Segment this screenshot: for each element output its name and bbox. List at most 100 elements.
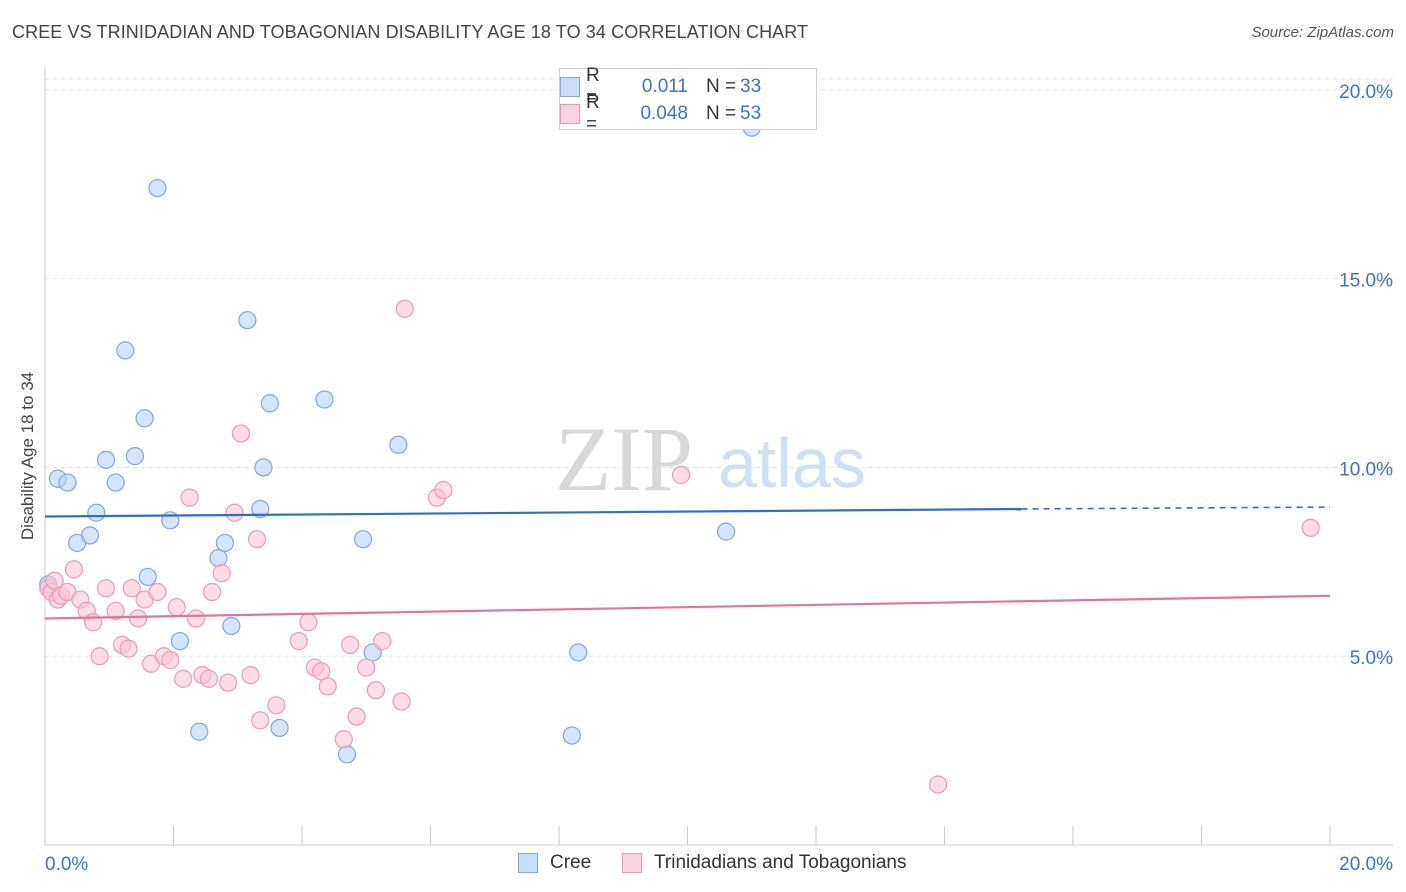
cree-point — [170, 632, 190, 651]
x-tick-label: 0.0% — [45, 854, 88, 875]
bottom-legend-label-cree: Cree — [550, 852, 592, 873]
tt-point — [119, 639, 138, 658]
legend-r-label: R = — [586, 65, 600, 108]
tt-point — [186, 609, 206, 628]
tt-point — [199, 669, 218, 688]
tt-point — [267, 696, 286, 715]
tt-point — [289, 632, 308, 651]
tt-point — [202, 582, 222, 602]
legend-n-value: 53 — [740, 103, 762, 124]
tt-point — [671, 465, 691, 485]
source-label: Source: ZipAtlas.com — [1251, 24, 1394, 41]
tt-point — [174, 669, 193, 688]
bottom-legend-cree: Cree — [518, 852, 591, 874]
tt-point — [212, 564, 231, 583]
tt-point — [180, 488, 199, 507]
watermark-atlas: atlas — [718, 424, 866, 502]
bottom-legend-swatch-cree — [518, 853, 538, 873]
watermark: ZIP atlas — [555, 408, 866, 510]
tt-point — [341, 635, 360, 654]
tt-point — [241, 665, 260, 685]
cree-point — [353, 530, 373, 549]
cree-point — [87, 503, 106, 522]
cree-point — [209, 548, 228, 568]
legend-row-cree: R = 0.011 N = 33 — [560, 65, 762, 108]
legend-r-value: 0.048 — [640, 103, 688, 124]
cree-point — [222, 616, 241, 636]
tt-point — [395, 299, 414, 318]
bottom-legend-swatch-tt — [622, 853, 642, 873]
tt-point — [225, 503, 244, 522]
tt-point — [1301, 518, 1320, 537]
tt-point — [96, 579, 116, 598]
points-layer — [39, 118, 1320, 794]
cree-point — [190, 722, 209, 741]
tt-point — [167, 598, 186, 617]
cree-point — [161, 511, 180, 530]
tt-point — [334, 730, 353, 749]
legend-swatch-cree — [560, 77, 580, 97]
tt-point — [64, 560, 84, 579]
tt-point — [392, 692, 411, 711]
cree-point — [58, 473, 77, 492]
y-tick-label: 5.0% — [1350, 648, 1393, 669]
tt-point — [122, 579, 141, 598]
tt-point — [318, 677, 337, 696]
cree-point — [80, 526, 100, 545]
cree-point — [251, 499, 270, 519]
cree-point — [254, 458, 273, 477]
cree-point — [716, 522, 736, 541]
tt-point — [312, 662, 331, 681]
bottom-legend-label-tt: Trinidadians and Tobagonians — [654, 852, 907, 873]
grid-layer — [45, 78, 1393, 657]
cree-point — [337, 745, 357, 764]
tt-point — [148, 582, 167, 602]
bottom-legend-tt: Trinidadians and Tobagonians — [622, 852, 906, 874]
tt-point — [129, 609, 148, 628]
tt-point — [366, 681, 385, 700]
tt-point — [373, 632, 392, 651]
cree-point — [135, 409, 154, 428]
cree-point — [96, 450, 116, 469]
cree-point — [389, 435, 408, 454]
tt-point — [928, 775, 948, 794]
x-tick-label: 20.0% — [1339, 854, 1393, 875]
tt-point — [219, 673, 238, 692]
cree-point — [315, 390, 334, 409]
tt-point — [45, 571, 64, 590]
cree-point — [569, 643, 588, 662]
tt-point — [84, 613, 103, 632]
tt-point — [231, 424, 251, 443]
y-tick-label: 15.0% — [1339, 271, 1393, 292]
legend-row-tt: R = 0.048 N = 53 — [560, 92, 762, 135]
cree-point — [116, 341, 135, 360]
cree-point — [238, 311, 257, 330]
cree-point — [270, 718, 289, 738]
cree-point — [125, 447, 145, 466]
tt-point — [251, 711, 270, 730]
cree-point — [106, 473, 125, 492]
chart-title: CREE VS TRINIDADIAN AND TOBAGONIAN DISAB… — [12, 22, 809, 42]
axis-layer — [44, 67, 1393, 846]
tt-point — [357, 658, 376, 677]
legend-n-label: N = — [706, 103, 737, 124]
legend-r-value: 0.011 — [641, 76, 688, 97]
cree-trend-line — [44, 507, 1022, 518]
tt-trend-line — [44, 594, 1331, 620]
legend-n-value: 33 — [740, 76, 762, 97]
legend: R = 0.011 N = 33 R = 0.048 N = 53 — [559, 65, 817, 135]
cree-point — [260, 394, 279, 413]
watermark-zip: ZIP — [555, 408, 693, 510]
legend-n-label: N = — [706, 76, 737, 97]
cree-trend-extension — [1021, 506, 1331, 510]
tt-point — [106, 601, 125, 621]
tt-point — [161, 650, 180, 670]
trend-layer — [44, 506, 1331, 620]
cree-point — [148, 178, 167, 198]
cree-point — [215, 533, 234, 553]
tt-point — [299, 613, 318, 632]
tt-point — [247, 530, 267, 549]
cree-point — [562, 726, 581, 745]
y-tick-label: 20.0% — [1339, 82, 1393, 103]
